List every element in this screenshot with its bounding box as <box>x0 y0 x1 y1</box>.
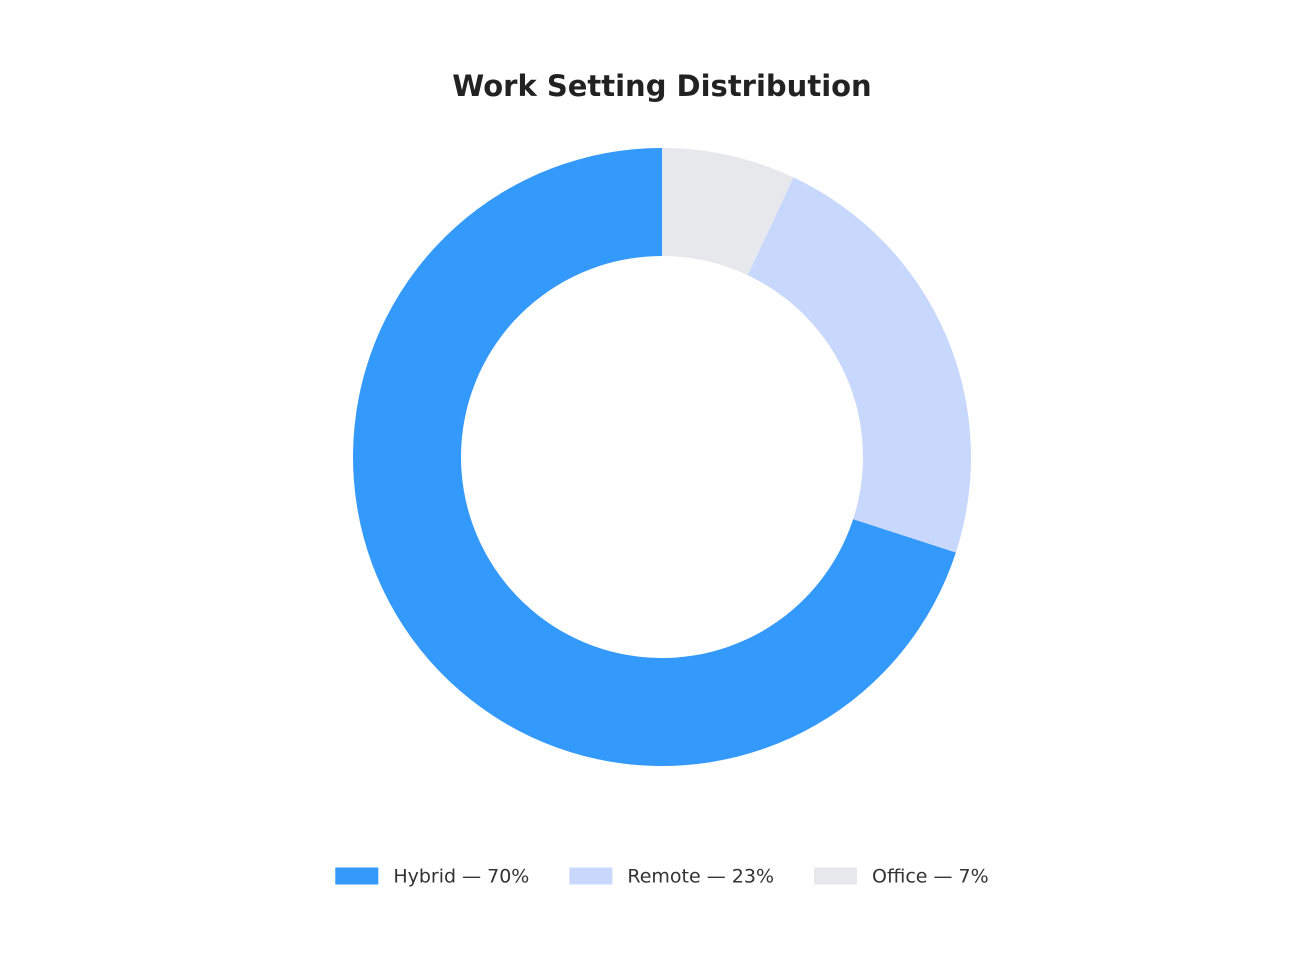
donut-slice <box>747 177 971 553</box>
legend-label: Hybrid — 70% <box>393 866 529 888</box>
legend-label: Office — 7% <box>872 866 989 888</box>
legend-swatch <box>814 867 857 885</box>
legend-swatch <box>335 867 379 885</box>
legend-label: Remote — 23% <box>627 866 774 888</box>
donut-slice <box>353 148 956 766</box>
legend-swatch <box>569 867 613 885</box>
chart-title: Work Setting Distribution <box>452 69 871 103</box>
donut-slice <box>662 148 794 276</box>
